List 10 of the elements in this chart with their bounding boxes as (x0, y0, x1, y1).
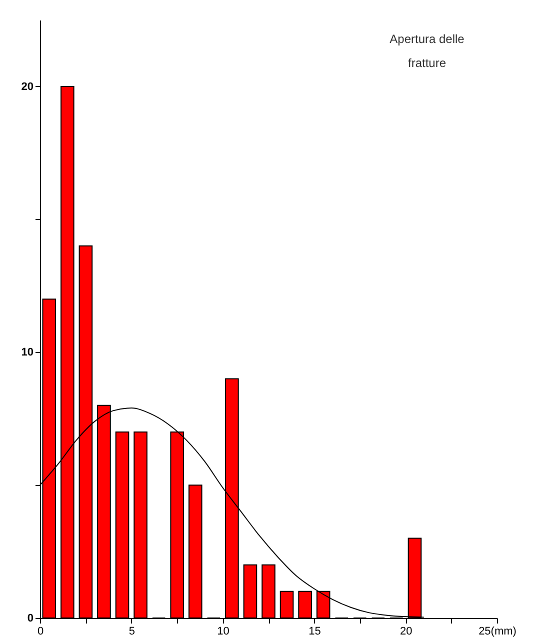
x-tick-label: 0 (37, 626, 44, 638)
x-tick-label: 15 (308, 626, 321, 638)
y-tick-label: 20 (21, 80, 34, 93)
x-tick-label: 20 (400, 626, 412, 638)
x-tick-label: 5 (128, 626, 135, 638)
annotation: Apertura delle fratture (390, 32, 465, 70)
x-tick-label: 25(mm) (478, 626, 516, 638)
x-tick-label: 10 (217, 626, 230, 638)
y-tick-label: 0 (27, 612, 34, 624)
y-tick-label: 10 (21, 346, 34, 359)
